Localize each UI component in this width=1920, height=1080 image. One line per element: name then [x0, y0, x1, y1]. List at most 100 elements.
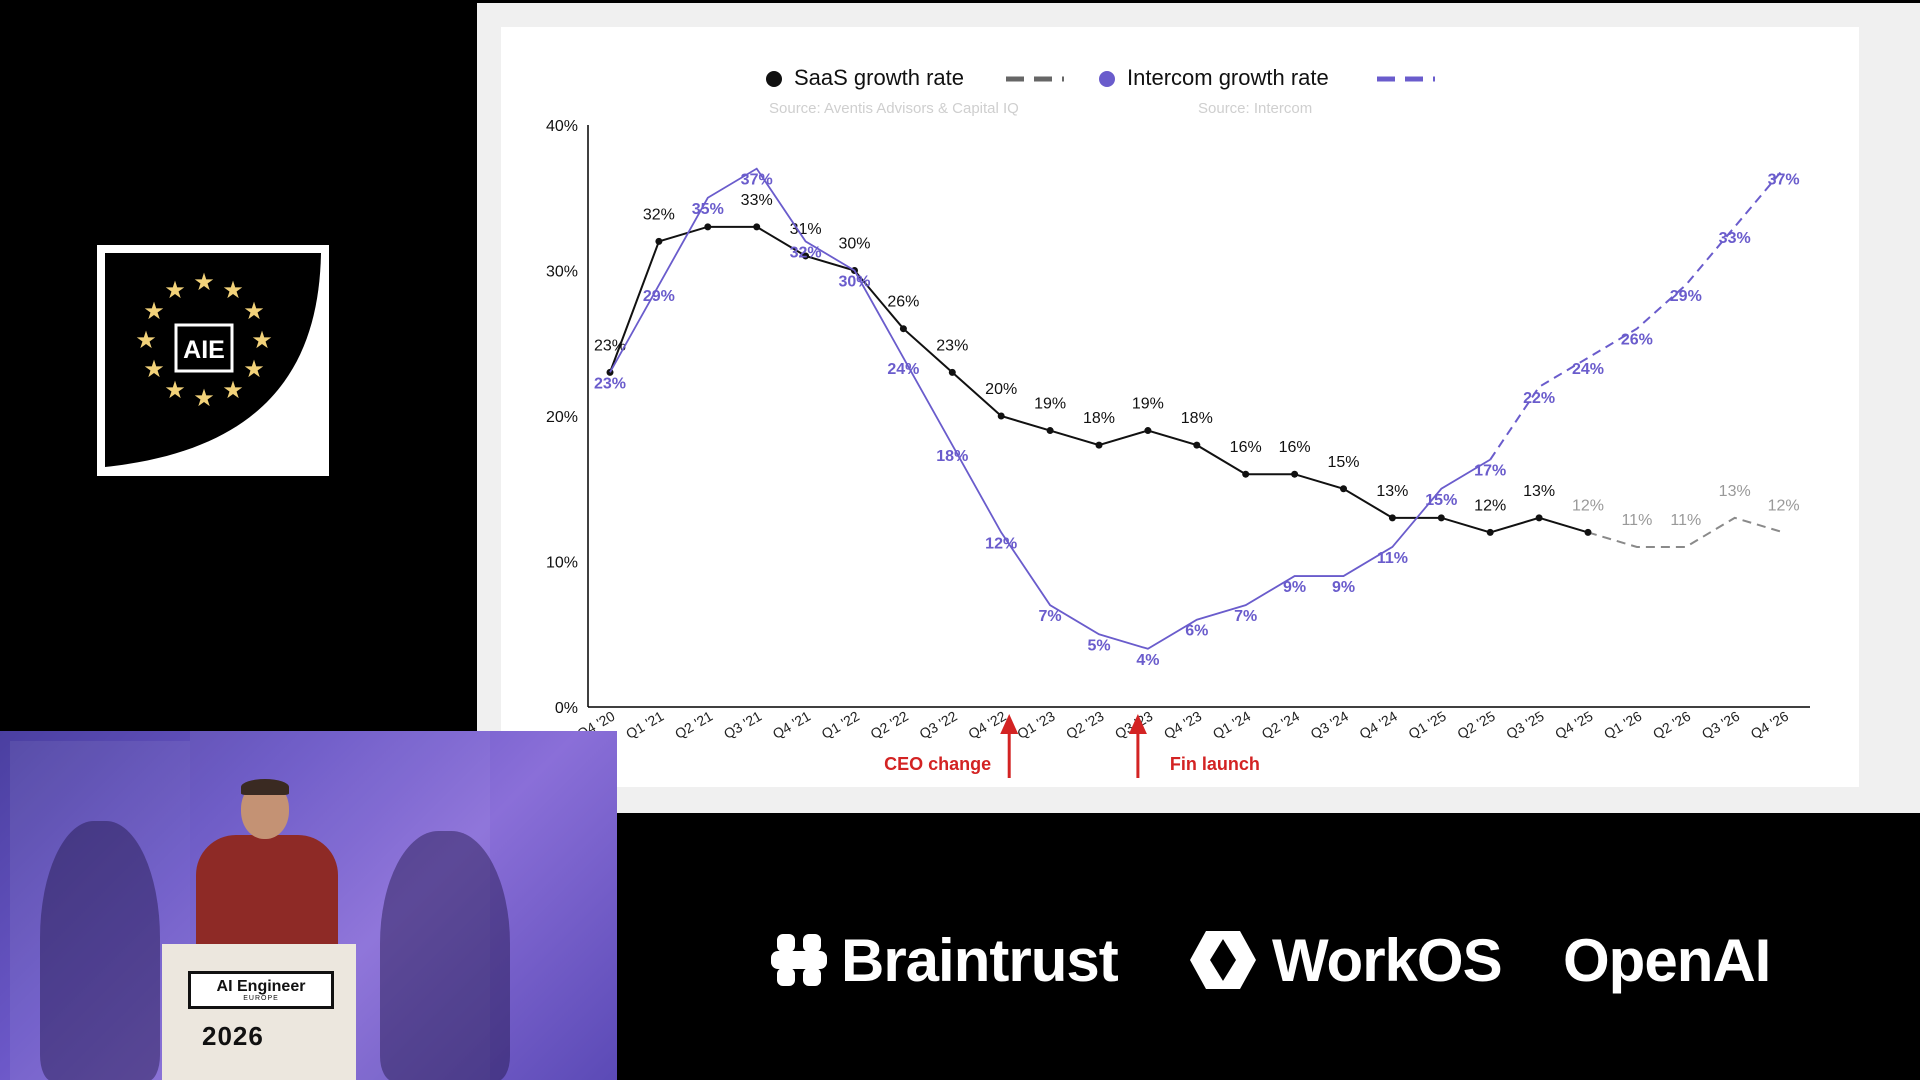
- y-tick-label: 40%: [546, 118, 578, 135]
- svg-text:★: ★: [143, 355, 165, 383]
- legend-source: Source: Aventis Advisors & Capital IQ: [769, 100, 1019, 117]
- saas-data-point: [1388, 514, 1396, 522]
- x-tick-label: Q4 '21: [770, 708, 814, 742]
- annotation-label: Fin launch: [1170, 754, 1260, 774]
- x-tick-label: Q4 '25: [1552, 708, 1596, 742]
- data-label: 31%: [790, 221, 822, 238]
- svg-text:★: ★: [135, 326, 157, 354]
- data-label: 29%: [1670, 288, 1702, 305]
- annotation-arrow-head: [1128, 714, 1147, 734]
- logo-text: AIE: [183, 336, 225, 364]
- x-tick-label: Q4 '22: [965, 708, 1009, 742]
- saas-data-point: [1095, 441, 1103, 449]
- x-tick-label: Q2 '22: [868, 708, 912, 742]
- x-tick-label: Q1 '24: [1210, 708, 1254, 742]
- y-tick-label: 0%: [555, 700, 578, 717]
- braintrust-logo-icon: [771, 934, 827, 986]
- data-label: 29%: [643, 288, 675, 305]
- data-label: 13%: [1376, 483, 1408, 500]
- speaker: [196, 835, 338, 965]
- data-label: 4%: [1136, 652, 1159, 669]
- saas-data-point: [655, 237, 663, 245]
- data-label: 20%: [985, 381, 1017, 398]
- saas-data-point: [1486, 528, 1494, 536]
- svg-text:★: ★: [193, 384, 215, 412]
- data-label: 33%: [741, 192, 773, 209]
- data-label: 12%: [1768, 497, 1800, 514]
- saas-data-point: [997, 412, 1005, 420]
- x-tick-label: Q4 '26: [1748, 708, 1792, 742]
- y-tick-label: 20%: [546, 409, 578, 426]
- data-label: 26%: [887, 294, 919, 311]
- data-label: 37%: [1768, 172, 1800, 189]
- aie-logo: ★ ★ ★ ★ ★ ★ ★ ★ ★ ★ ★ ★ AIE: [97, 245, 329, 476]
- data-label: 18%: [1181, 410, 1213, 427]
- data-label: 12%: [985, 535, 1017, 552]
- data-label: 12%: [1474, 497, 1506, 514]
- svg-text:★: ★: [222, 376, 244, 404]
- svg-text:★: ★: [143, 297, 165, 325]
- x-tick-label: Q1 '26: [1601, 708, 1645, 742]
- legend-marker: [766, 71, 782, 87]
- saas-data-point: [948, 368, 956, 376]
- data-label: 11%: [1377, 550, 1408, 567]
- data-label: 24%: [887, 361, 919, 378]
- saas-data-point: [1535, 514, 1543, 522]
- saas-data-point: [1242, 470, 1250, 478]
- data-label: 23%: [936, 337, 968, 354]
- x-tick-label: Q1 '25: [1405, 708, 1449, 742]
- legend-label: SaaS growth rate: [794, 65, 964, 90]
- data-label: 13%: [1523, 483, 1555, 500]
- podium: [162, 944, 356, 1080]
- speaker-hair: [241, 779, 289, 795]
- legend-label: Intercom growth rate: [1127, 65, 1329, 90]
- data-label: 23%: [594, 375, 626, 392]
- svg-text:★: ★: [243, 297, 265, 325]
- x-tick-label: Q3 '25: [1503, 708, 1547, 742]
- podium-sign: AI Engineer EUROPE: [188, 971, 334, 1009]
- data-label: 7%: [1234, 608, 1257, 625]
- saas-data-point: [1046, 427, 1054, 435]
- x-tick-label: Q2 '25: [1454, 708, 1498, 742]
- data-label: 9%: [1283, 579, 1306, 596]
- annotation-arrow-head: [1000, 714, 1019, 734]
- data-label: 32%: [790, 244, 822, 261]
- sponsor-openai: OpenAI: [1563, 925, 1771, 995]
- podium-subtitle: EUROPE: [243, 995, 279, 1002]
- saas-data-point: [899, 325, 907, 333]
- x-tick-label: Q1 '21: [623, 708, 667, 742]
- y-tick-label: 30%: [546, 264, 578, 281]
- data-label: 30%: [838, 236, 870, 253]
- sponsor-name: OpenAI: [1563, 926, 1771, 994]
- svg-text:★: ★: [251, 326, 273, 354]
- data-label: 15%: [1327, 454, 1359, 471]
- svg-text:★: ★: [164, 276, 186, 304]
- chart-card: [501, 27, 1859, 787]
- data-label: 22%: [1523, 390, 1555, 407]
- data-label: 35%: [692, 201, 724, 218]
- saas-data-point: [1584, 528, 1592, 536]
- data-label: 19%: [1034, 396, 1066, 413]
- data-label: 16%: [1279, 439, 1311, 456]
- podium-title: AI Engineer: [216, 978, 306, 995]
- x-tick-label: Q3 '24: [1308, 708, 1352, 742]
- data-label: 11%: [1621, 512, 1652, 529]
- data-label: 30%: [838, 274, 870, 291]
- speaker-camera-feed: AI Engineer EUROPE 2026: [0, 731, 617, 1080]
- data-label: 33%: [1719, 230, 1751, 247]
- sponsor-workos: WorkOS: [1188, 925, 1503, 995]
- saas-data-point: [704, 223, 712, 231]
- data-label: 17%: [1474, 463, 1506, 480]
- svg-text:★: ★: [193, 268, 215, 296]
- series-line-saas: [609, 225, 1589, 534]
- speaker-shadow: [380, 831, 510, 1080]
- data-label: 13%: [1719, 483, 1751, 500]
- data-label: 18%: [1083, 410, 1115, 427]
- data-label: 23%: [594, 337, 626, 354]
- data-label: 9%: [1332, 579, 1355, 596]
- saas-data-point: [1291, 470, 1299, 478]
- data-label: 24%: [1572, 361, 1604, 378]
- legend-marker: [1099, 71, 1115, 87]
- svg-text:★: ★: [222, 276, 244, 304]
- sponsor-braintrust: Braintrust: [771, 925, 1119, 995]
